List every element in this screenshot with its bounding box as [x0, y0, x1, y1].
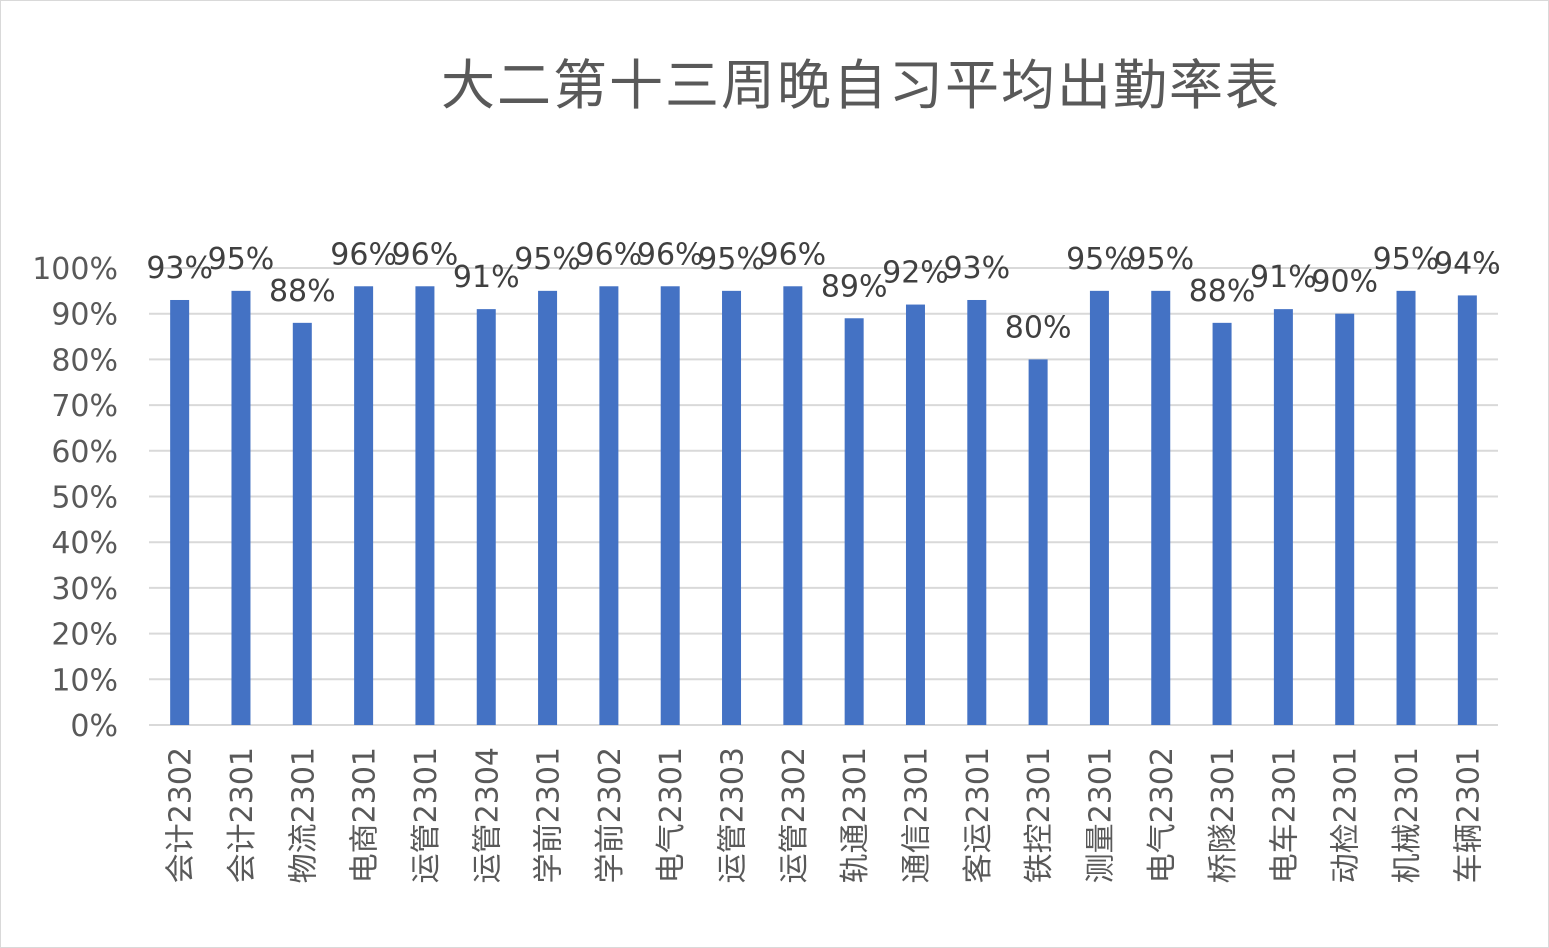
y-tick-label: 60% [51, 435, 118, 470]
data-label: 88% [1189, 274, 1256, 309]
y-tick-label: 0% [70, 709, 118, 744]
bar [1212, 322, 1232, 725]
y-tick-label: 30% [51, 572, 118, 607]
bar [599, 286, 619, 725]
category-label: 电商2301 [348, 747, 383, 883]
data-label: 95% [1127, 242, 1194, 277]
category-label: 运管2302 [777, 747, 812, 883]
data-label: 90% [1311, 265, 1378, 300]
data-label: 89% [821, 269, 888, 304]
category-label: 运管2304 [470, 747, 505, 883]
bar [783, 286, 803, 725]
y-tick-label: 40% [51, 526, 118, 561]
data-label: 93% [943, 251, 1010, 286]
data-label: 88% [269, 274, 336, 309]
bar [722, 290, 742, 725]
category-label: 运管2303 [716, 747, 751, 883]
category-label: 车辆2301 [1451, 747, 1486, 883]
category-label: 铁控2301 [1022, 747, 1057, 883]
data-label: 96% [330, 237, 397, 272]
bar [1089, 290, 1109, 725]
bar [354, 286, 374, 725]
category-label: 会计2301 [225, 747, 260, 883]
bar [844, 318, 864, 725]
bar [538, 290, 558, 725]
category-label: 电气2302 [1145, 747, 1180, 883]
bar [292, 322, 312, 725]
y-tick-label: 80% [51, 343, 118, 378]
data-label: 96% [759, 237, 826, 272]
data-label: 95% [698, 242, 765, 277]
y-tick-label: 100% [32, 252, 118, 287]
data-label: 94% [1434, 246, 1501, 281]
bar [660, 286, 680, 725]
data-label: 95% [1373, 242, 1440, 277]
category-label: 学前2301 [532, 747, 567, 883]
bar [1151, 290, 1171, 725]
category-label: 机械2301 [1390, 747, 1425, 883]
bar [170, 299, 190, 725]
bar [415, 286, 435, 725]
data-label: 95% [514, 242, 581, 277]
category-label: 运管2301 [409, 747, 444, 883]
y-tick-label: 70% [51, 389, 118, 424]
chart-title: 大二第十三周晚自习平均出勤率表 [441, 54, 1281, 117]
bar [231, 290, 251, 725]
category-label: 桥隧2301 [1206, 747, 1241, 883]
category-label: 电车2301 [1267, 747, 1302, 883]
data-label: 93% [146, 251, 213, 286]
bar [905, 304, 925, 725]
bar [967, 299, 987, 725]
data-label: 92% [882, 256, 949, 291]
data-label: 95% [1066, 242, 1133, 277]
y-tick-label: 90% [51, 298, 118, 333]
category-label: 会计2302 [164, 747, 199, 883]
category-label: 轨通2301 [838, 747, 873, 883]
data-label: 80% [1005, 310, 1072, 345]
data-label: 96% [576, 237, 643, 272]
category-label: 通信2301 [899, 747, 934, 883]
data-label: 91% [1250, 260, 1317, 295]
y-tick-label: 50% [51, 481, 118, 516]
bar [1273, 309, 1293, 725]
bar [1335, 313, 1355, 725]
data-label: 91% [453, 260, 520, 295]
category-label: 动检2301 [1329, 747, 1364, 883]
category-label: 物流2301 [286, 747, 321, 883]
category-label: 电气2301 [654, 747, 689, 883]
bar [1396, 290, 1416, 725]
category-label: 测量2301 [1083, 747, 1118, 883]
data-label: 96% [392, 237, 459, 272]
category-label: 客运2301 [961, 747, 996, 883]
bar [1028, 359, 1048, 725]
y-tick-label: 20% [51, 618, 118, 653]
data-label: 95% [208, 242, 275, 277]
category-label: 学前2302 [593, 747, 628, 883]
bar [1457, 295, 1477, 725]
data-label: 96% [637, 237, 704, 272]
bar [476, 309, 496, 725]
y-tick-label: 10% [51, 663, 118, 698]
